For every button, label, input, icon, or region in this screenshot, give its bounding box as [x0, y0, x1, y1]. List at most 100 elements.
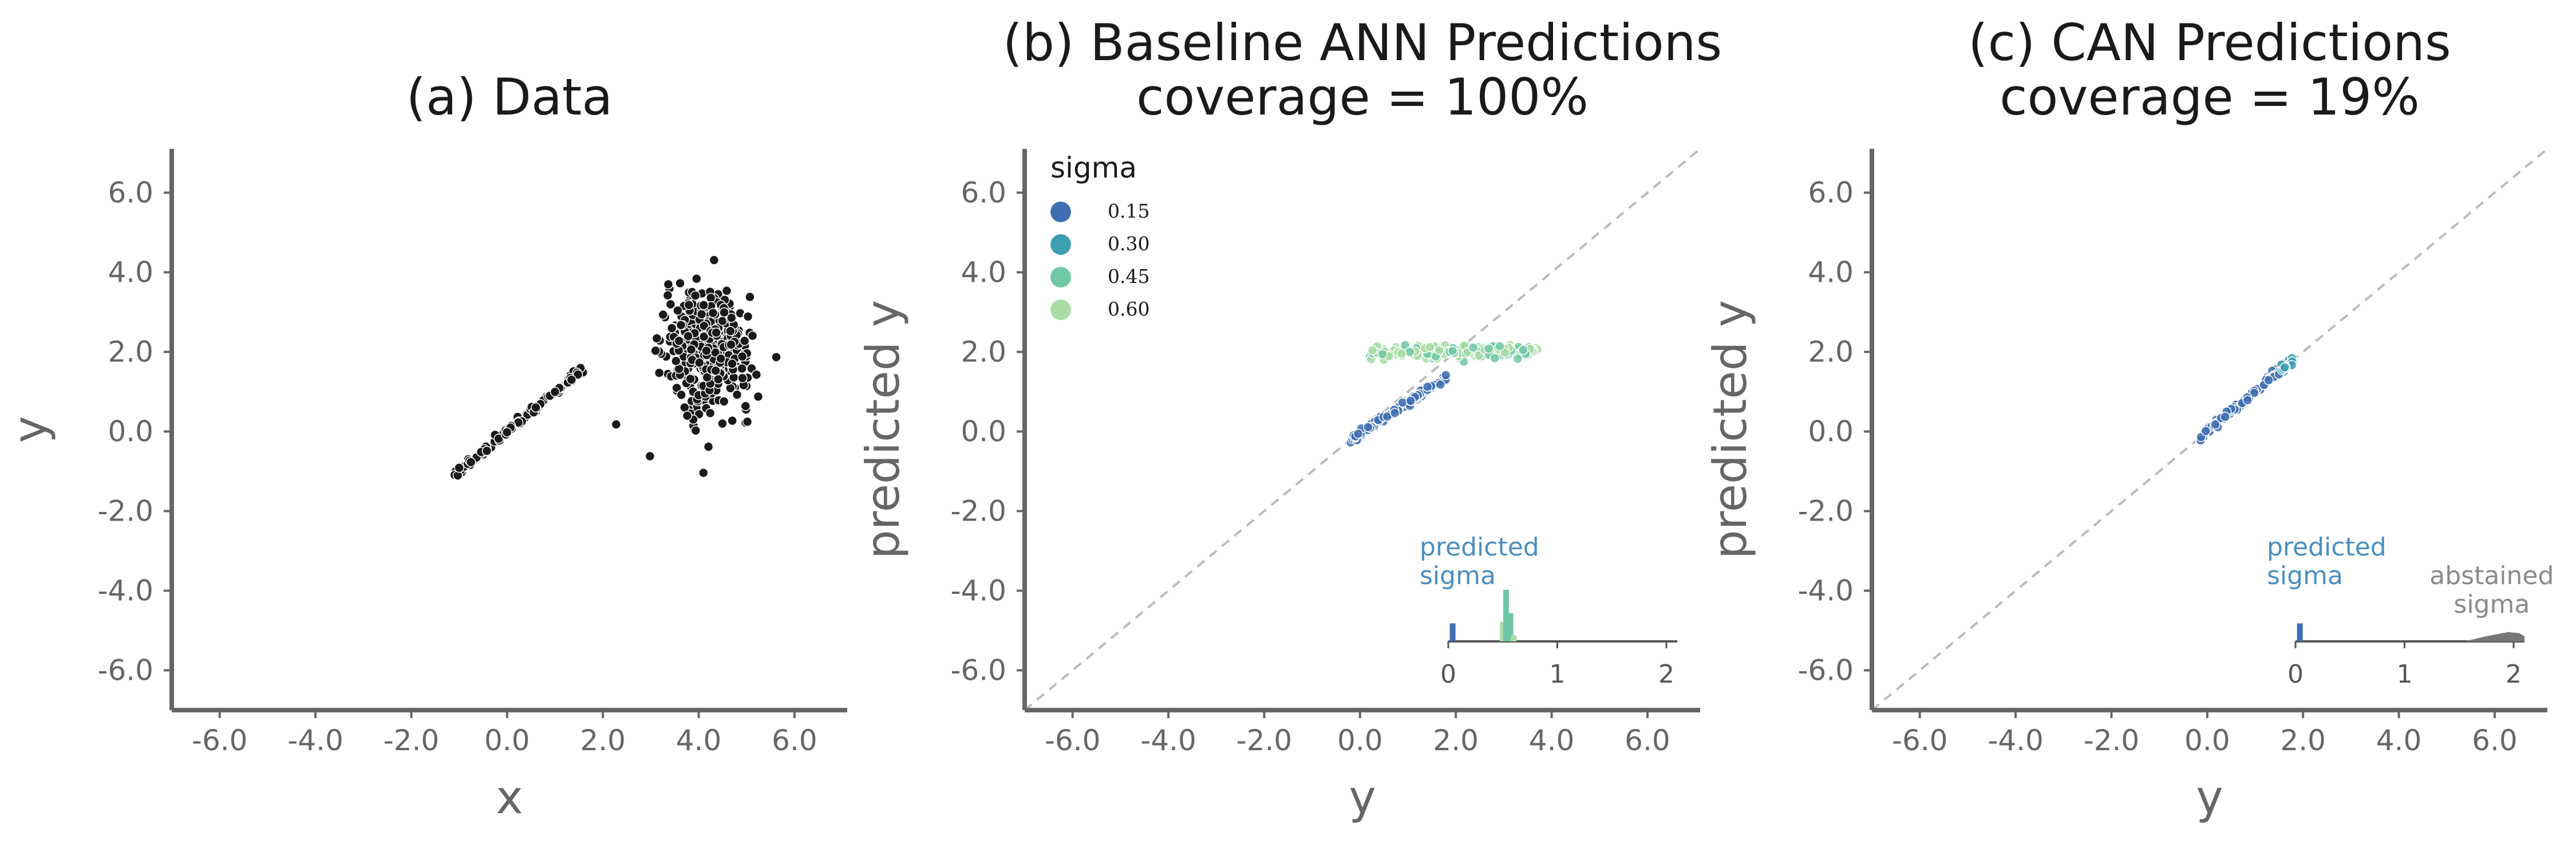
data-point: [1425, 342, 1435, 353]
data-point: [1512, 353, 1523, 364]
chart-title: (b) Baseline ANN Predictions: [1003, 13, 1722, 72]
data-point: [675, 320, 686, 330]
x-tick-label: 0.0: [1337, 724, 1383, 757]
data-point: [703, 442, 714, 452]
inset-predicted-bar: [1507, 613, 1514, 641]
chart-title: (c) CAN Predictions: [1968, 13, 2451, 72]
data-point: [1435, 379, 1445, 390]
legend-entry-label: 0.15: [1108, 200, 1149, 222]
y-tick-label: 4.0: [1808, 255, 1854, 289]
y-tick-label: 0.0: [108, 415, 153, 448]
y-tick-label: -2.0: [1797, 494, 1854, 527]
inset-tick-label: 0: [1440, 660, 1456, 689]
data-point: [663, 279, 674, 290]
legend-entry-label: 0.45: [1108, 265, 1149, 287]
y-tick-label: -6.0: [950, 653, 1006, 687]
y-axis-label: y: [3, 416, 57, 443]
x-tick-label: -6.0: [1045, 724, 1101, 757]
data-point: [1441, 370, 1451, 380]
data-point: [719, 307, 729, 318]
data-point: [732, 389, 742, 400]
y-tick-label: -6.0: [1797, 653, 1854, 687]
data-point: [654, 368, 665, 378]
data-point: [531, 402, 541, 413]
data-point: [727, 415, 737, 426]
data-point: [708, 308, 718, 318]
data-point: [674, 336, 685, 346]
data-point: [683, 300, 694, 310]
data-point: [2242, 395, 2253, 405]
inset-predicted-bar: [1503, 590, 1509, 641]
data-point: [771, 352, 781, 362]
data-point: [658, 309, 669, 320]
data-point: [1423, 381, 1433, 392]
data-point: [671, 356, 681, 367]
chart-title: coverage = 100%: [1136, 68, 1589, 127]
data-point: [1377, 349, 1388, 360]
data-point: [1447, 345, 1458, 356]
y-tick-label: -4.0: [97, 574, 153, 607]
y-tick-label: -2.0: [97, 494, 153, 527]
inset-tick-label: 2: [1658, 660, 1674, 689]
data-point: [481, 446, 492, 456]
x-tick-label: 4.0: [676, 724, 722, 757]
data-point: [716, 353, 726, 364]
data-point: [1495, 341, 1505, 352]
data-point: [1405, 396, 1416, 406]
x-tick-label: -4.0: [287, 724, 343, 757]
data-point: [739, 336, 750, 346]
legend-entry-label: 0.30: [1108, 233, 1149, 255]
data-point: [686, 344, 697, 355]
data-point: [690, 290, 701, 301]
data-point: [740, 401, 751, 411]
data-point: [727, 358, 737, 369]
data-point: [725, 326, 736, 336]
x-tick-label: -4.0: [1988, 724, 2044, 757]
data-point: [2263, 375, 2274, 385]
data-point: [2200, 425, 2211, 436]
y-tick-label: 4.0: [108, 255, 153, 289]
data-point: [650, 345, 661, 356]
data-point: [726, 339, 736, 350]
data-point: [2279, 362, 2290, 373]
data-point: [673, 305, 683, 316]
data-point: [675, 278, 685, 289]
data-point: [737, 373, 748, 383]
inset-abstained-label: sigma: [2453, 590, 2530, 619]
inset-tick-label: 2: [2506, 660, 2522, 689]
x-axis-label: x: [496, 771, 523, 824]
x-tick-label: -4.0: [1140, 724, 1196, 757]
data-point: [701, 345, 712, 356]
data-point: [751, 369, 762, 380]
data-point: [698, 467, 709, 478]
data-point: [645, 451, 655, 462]
data-point: [671, 383, 682, 393]
data-point: [705, 408, 716, 419]
x-tick-label: -6.0: [192, 724, 248, 757]
inset-tick-label: 1: [1549, 660, 1565, 689]
y-tick-label: 0.0: [961, 415, 1006, 448]
x-axis-label: y: [2196, 771, 2223, 824]
x-tick-label: 2.0: [1433, 724, 1479, 757]
y-tick-label: 6.0: [961, 176, 1006, 209]
data-point: [665, 299, 676, 310]
x-tick-label: 4.0: [1529, 724, 1575, 757]
y-axis-label: predicted y: [1704, 300, 1757, 559]
data-point: [737, 363, 747, 374]
x-tick-label: 0.0: [484, 724, 530, 757]
y-tick-label: 2.0: [961, 335, 1006, 368]
chart-title: (a) Data: [406, 68, 613, 127]
data-point: [2210, 419, 2221, 430]
data-point: [685, 373, 696, 384]
data-point: [717, 418, 728, 429]
data-point: [742, 416, 753, 427]
x-axis-label: y: [1349, 771, 1376, 824]
data-point: [696, 309, 707, 320]
data-point: [1363, 421, 1373, 432]
data-point: [666, 323, 677, 333]
x-tick-label: 6.0: [2472, 724, 2518, 757]
y-axis-label: predicted y: [856, 300, 910, 559]
legend-entry-label: 0.60: [1108, 298, 1149, 320]
